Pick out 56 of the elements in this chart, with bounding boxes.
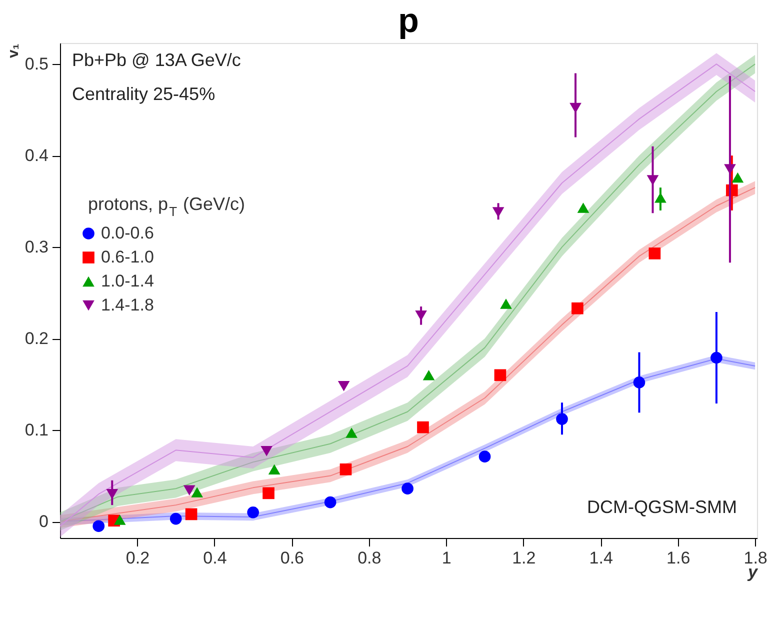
point	[556, 413, 568, 425]
point	[106, 488, 118, 500]
point	[732, 172, 744, 183]
legend-label: 1.0-1.4	[101, 272, 154, 290]
point	[262, 487, 274, 500]
y-tick-label: 0	[39, 512, 48, 532]
x-tick-label: 0.2	[126, 548, 150, 568]
point	[170, 512, 182, 525]
x-tick-label: 1.2	[512, 548, 536, 568]
point	[478, 450, 491, 462]
point	[402, 482, 414, 494]
point	[500, 298, 512, 309]
point	[417, 421, 429, 434]
chart-title: p	[398, 2, 419, 40]
y-tick-label: 0.4	[24, 146, 48, 166]
point	[422, 370, 435, 380]
x-tick-label: 1	[442, 548, 452, 568]
point	[114, 514, 126, 525]
x-tick-label: 1.6	[666, 548, 690, 568]
point	[260, 446, 273, 456]
point	[577, 202, 590, 213]
point	[346, 428, 358, 438]
point	[654, 192, 666, 203]
point	[646, 175, 659, 186]
point	[340, 463, 352, 476]
point	[415, 310, 427, 321]
annotation: Centrality 25-45%	[72, 84, 216, 104]
legend-label: 0.6-1.0	[101, 248, 154, 266]
point	[247, 506, 259, 518]
legend-label: 0.0-0.6	[101, 224, 154, 242]
y-tick-label: 0.2	[24, 329, 48, 348]
point	[492, 207, 504, 218]
point	[338, 380, 350, 392]
y-axis-title: v₁	[4, 44, 22, 58]
x-tick-label: 0.6	[280, 548, 304, 568]
annotation: DCM-QGSM-SMM	[587, 497, 737, 517]
x-tick-label: 0.8	[358, 548, 382, 568]
point	[324, 496, 336, 508]
y-tick-label: 0.3	[24, 238, 48, 257]
point	[648, 248, 661, 260]
point	[183, 485, 196, 496]
point	[185, 508, 198, 520]
point	[268, 464, 280, 474]
y-tick-label: 0.1	[24, 420, 48, 440]
x-tick-label: 0.4	[203, 548, 227, 568]
point	[92, 520, 105, 532]
point	[633, 376, 646, 388]
annotation: Pb+Pb @ 13A GeV/c	[72, 50, 241, 70]
point	[572, 302, 584, 314]
x-tick-label: 1.4	[589, 548, 613, 568]
point	[710, 352, 722, 364]
point	[494, 369, 506, 382]
point	[724, 164, 736, 174]
legend-label: 1.4-1.8	[101, 296, 154, 314]
y-tick-label: 0.5	[24, 54, 48, 74]
point	[191, 487, 203, 498]
